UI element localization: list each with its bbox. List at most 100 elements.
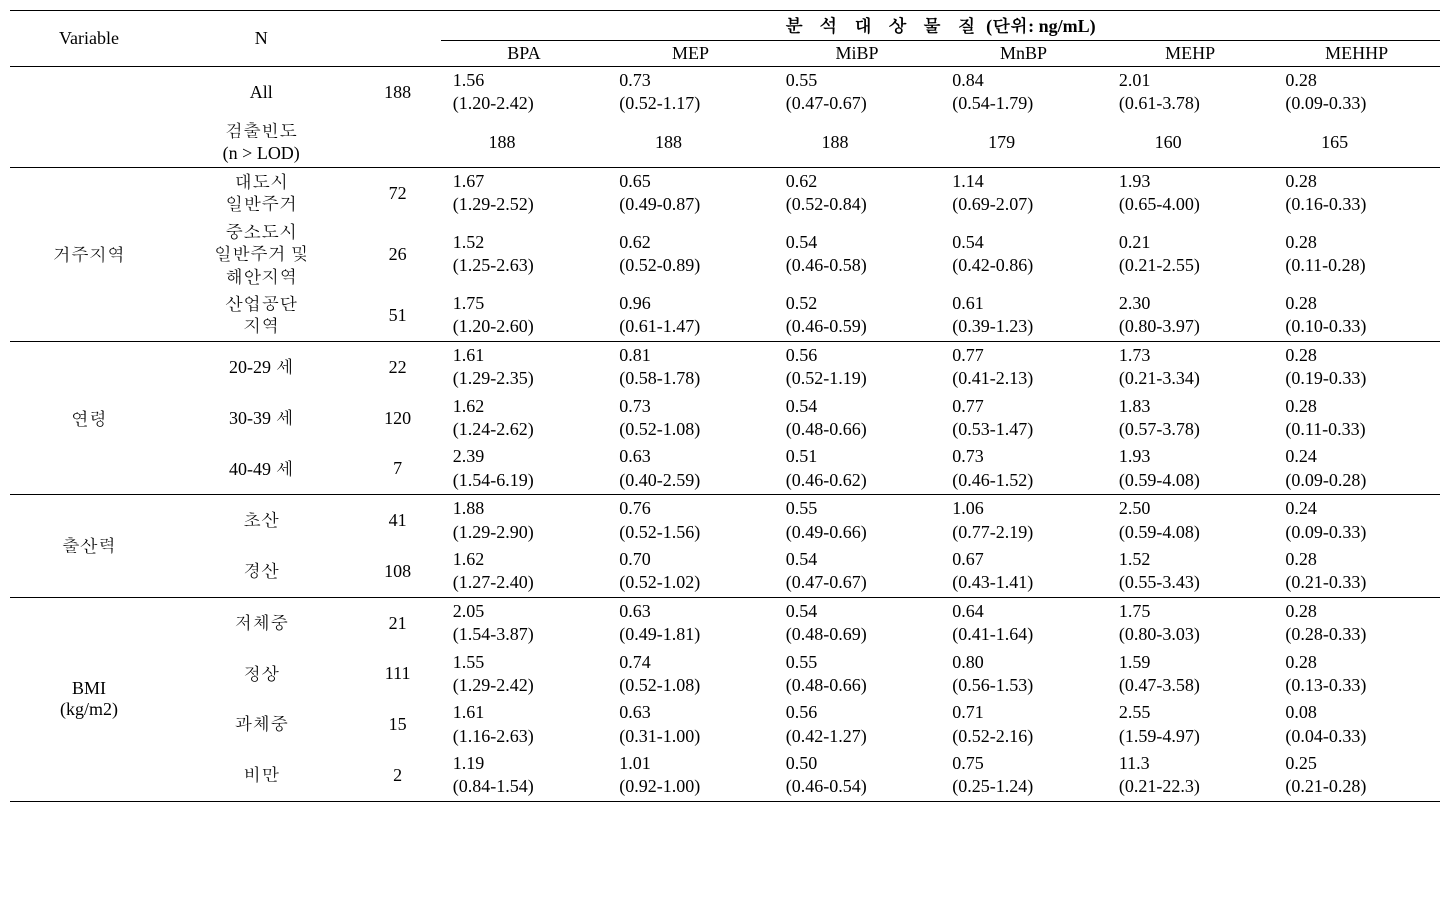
header-spacer: [355, 11, 441, 67]
col-header-1: MEP: [607, 41, 774, 67]
g1-r1-n: 120: [355, 393, 441, 444]
all-v4: 2.01(0.61-3.78): [1107, 67, 1274, 118]
g1-r2-v1: 0.63(0.40-2.59): [607, 443, 774, 494]
g0-r0-v5: 0.28(0.16-0.33): [1273, 167, 1440, 218]
g2-r1-n: 108: [355, 546, 441, 597]
all-v5: 0.28(0.09-0.33): [1273, 67, 1440, 118]
header-variable-text: Variable: [59, 28, 119, 48]
g0-r1-v5: 0.28(0.11-0.28): [1273, 219, 1440, 291]
g3-r0-var: 저체중: [168, 597, 355, 648]
g1-r2-var: 40-49 세: [168, 443, 355, 494]
g3-r3-var: 비만: [168, 750, 355, 801]
g0-r0-v2: 0.62(0.52-0.84): [774, 167, 941, 218]
g2-r1-v0: 1.62(1.27-2.40): [441, 546, 608, 597]
g0-r2-v1: 0.96(0.61-1.47): [607, 290, 774, 341]
g3-r3-v5: 0.25(0.21-0.28): [1273, 750, 1440, 801]
g2-r0-n: 41: [355, 495, 441, 546]
g2-r1-v2: 0.54(0.47-0.67): [774, 546, 941, 597]
g1-r2-v5: 0.24(0.09-0.28): [1273, 443, 1440, 494]
g0-r2-var: 산업공단지역: [168, 290, 355, 341]
detect-c3: 179: [940, 118, 1107, 168]
g3-r0-v1: 0.63(0.49-1.81): [607, 597, 774, 648]
g1-r1-v4: 1.83(0.57-3.78): [1107, 393, 1274, 444]
g0-r0-v4: 1.93(0.65-4.00): [1107, 167, 1274, 218]
g1-r1-v1: 0.73(0.52-1.08): [607, 393, 774, 444]
g0-r0-v1: 0.65(0.49-0.87): [607, 167, 774, 218]
g3-r1-v3: 0.80(0.56-1.53): [940, 649, 1107, 700]
g3-r0-v2: 0.54(0.48-0.69): [774, 597, 941, 648]
g3-r0: BMI (kg/m2) 저체중 21 2.05(1.54-3.87) 0.63(…: [10, 597, 1440, 648]
header-unit-label: (단위: ng/mL): [982, 16, 1096, 36]
g3-r0-v0: 2.05(1.54-3.87): [441, 597, 608, 648]
g0-r2-v5: 0.28(0.10-0.33): [1273, 290, 1440, 341]
g3-r0-v4: 1.75(0.80-3.03): [1107, 597, 1274, 648]
all-v3: 0.84(0.54-1.79): [940, 67, 1107, 118]
g2-r0-v5: 0.24(0.09-0.33): [1273, 495, 1440, 546]
g1-r0-v0: 1.61(1.29-2.35): [441, 341, 608, 392]
g0-r2-n: 51: [355, 290, 441, 341]
g0-r1: 중소도시일반주거 및해안지역 26 1.52(1.25-2.63) 0.62(0…: [10, 219, 1440, 291]
g1-r2: 40-49 세 7 2.39(1.54-6.19) 0.63(0.40-2.59…: [10, 443, 1440, 494]
g3-r0-v3: 0.64(0.41-1.64): [940, 597, 1107, 648]
g0-r1-n: 26: [355, 219, 441, 291]
g0-r1-var: 중소도시일반주거 및해안지역: [168, 219, 355, 291]
g1-r2-v0: 2.39(1.54-6.19): [441, 443, 608, 494]
g3-r3-n: 2: [355, 750, 441, 801]
data-table: Variable N 분 석 대 상 물 질 (단위: ng/mL) BPA M…: [10, 10, 1440, 802]
header-substances-label: 분 석 대 상 물 질: [785, 16, 982, 36]
g0-r1-v4: 0.21(0.21-2.55): [1107, 219, 1274, 291]
g3-r1-v5: 0.28(0.13-0.33): [1273, 649, 1440, 700]
g0-r0-var: 대도시일반주거: [168, 167, 355, 218]
g1-r1-v2: 0.54(0.48-0.66): [774, 393, 941, 444]
col-header-4: MEHP: [1107, 41, 1274, 67]
g0-r0-v0: 1.67(1.29-2.52): [441, 167, 608, 218]
g3-r2-v4: 2.55(1.59-4.97): [1107, 699, 1274, 750]
detect-c2: 188: [774, 118, 941, 168]
all-group-blank: [10, 67, 168, 168]
g2-r0-v1: 0.76(0.52-1.56): [607, 495, 774, 546]
g3-r2-v5: 0.08(0.04-0.33): [1273, 699, 1440, 750]
g2-r1-var: 경산: [168, 546, 355, 597]
g1-r2-v2: 0.51(0.46-0.62): [774, 443, 941, 494]
g1-r0-v3: 0.77(0.41-2.13): [940, 341, 1107, 392]
g3-r3-v1: 1.01(0.92-1.00): [607, 750, 774, 801]
g0-r2: 산업공단지역 51 1.75(1.20-2.60) 0.96(0.61-1.47…: [10, 290, 1440, 341]
g1-r2-v3: 0.73(0.46-1.52): [940, 443, 1107, 494]
g2-label: 출산력: [10, 495, 168, 598]
g0-r2-v4: 2.30(0.80-3.97): [1107, 290, 1274, 341]
col-header-2: MiBP: [774, 41, 941, 67]
g3-r0-v5: 0.28(0.28-0.33): [1273, 597, 1440, 648]
detect-c0: 188: [441, 118, 608, 168]
g0-r1-v2: 0.54(0.46-0.58): [774, 219, 941, 291]
g0-r0: 거주지역 대도시일반주거 72 1.67(1.29-2.52) 0.65(0.4…: [10, 167, 1440, 218]
row-all: All 188 1.56(1.20-2.42) 0.73(0.52-1.17) …: [10, 67, 1440, 118]
g1-r1-v3: 0.77(0.53-1.47): [940, 393, 1107, 444]
g3-r0-n: 21: [355, 597, 441, 648]
g1-label: 연령: [10, 341, 168, 494]
g3-r3-v4: 11.3(0.21-22.3): [1107, 750, 1274, 801]
g2-r1-v5: 0.28(0.21-0.33): [1273, 546, 1440, 597]
header-substances: 분 석 대 상 물 질 (단위: ng/mL): [441, 11, 1440, 41]
g2-r0: 출산력 초산 41 1.88(1.29-2.90) 0.76(0.52-1.56…: [10, 495, 1440, 546]
g0-r2-v3: 0.61(0.39-1.23): [940, 290, 1107, 341]
g1-r0-v1: 0.81(0.58-1.78): [607, 341, 774, 392]
g1-r1-v0: 1.62(1.24-2.62): [441, 393, 608, 444]
g3-r2-v3: 0.71(0.52-2.16): [940, 699, 1107, 750]
g3-label: BMI (kg/m2): [10, 597, 168, 801]
g3-r3-v2: 0.50(0.46-0.54): [774, 750, 941, 801]
g1-r2-n: 7: [355, 443, 441, 494]
g1-r0-v2: 0.56(0.52-1.19): [774, 341, 941, 392]
all-v1: 0.73(0.52-1.17): [607, 67, 774, 118]
all-label: All: [168, 67, 355, 118]
g2-r1-v1: 0.70(0.52-1.02): [607, 546, 774, 597]
g1-r1: 30-39 세 120 1.62(1.24-2.62) 0.73(0.52-1.…: [10, 393, 1440, 444]
detect-c1: 188: [607, 118, 774, 168]
g3-r3: 비만 2 1.19(0.84-1.54) 1.01(0.92-1.00) 0.5…: [10, 750, 1440, 801]
g2-r0-v0: 1.88(1.29-2.90): [441, 495, 608, 546]
g0-label: 거주지역: [10, 167, 168, 341]
g2-r1-v3: 0.67(0.43-1.41): [940, 546, 1107, 597]
g0-r1-v0: 1.52(1.25-2.63): [441, 219, 608, 291]
g3-r2-v1: 0.63(0.31-1.00): [607, 699, 774, 750]
g3-r3-v3: 0.75(0.25-1.24): [940, 750, 1107, 801]
g1-r0-v5: 0.28(0.19-0.33): [1273, 341, 1440, 392]
